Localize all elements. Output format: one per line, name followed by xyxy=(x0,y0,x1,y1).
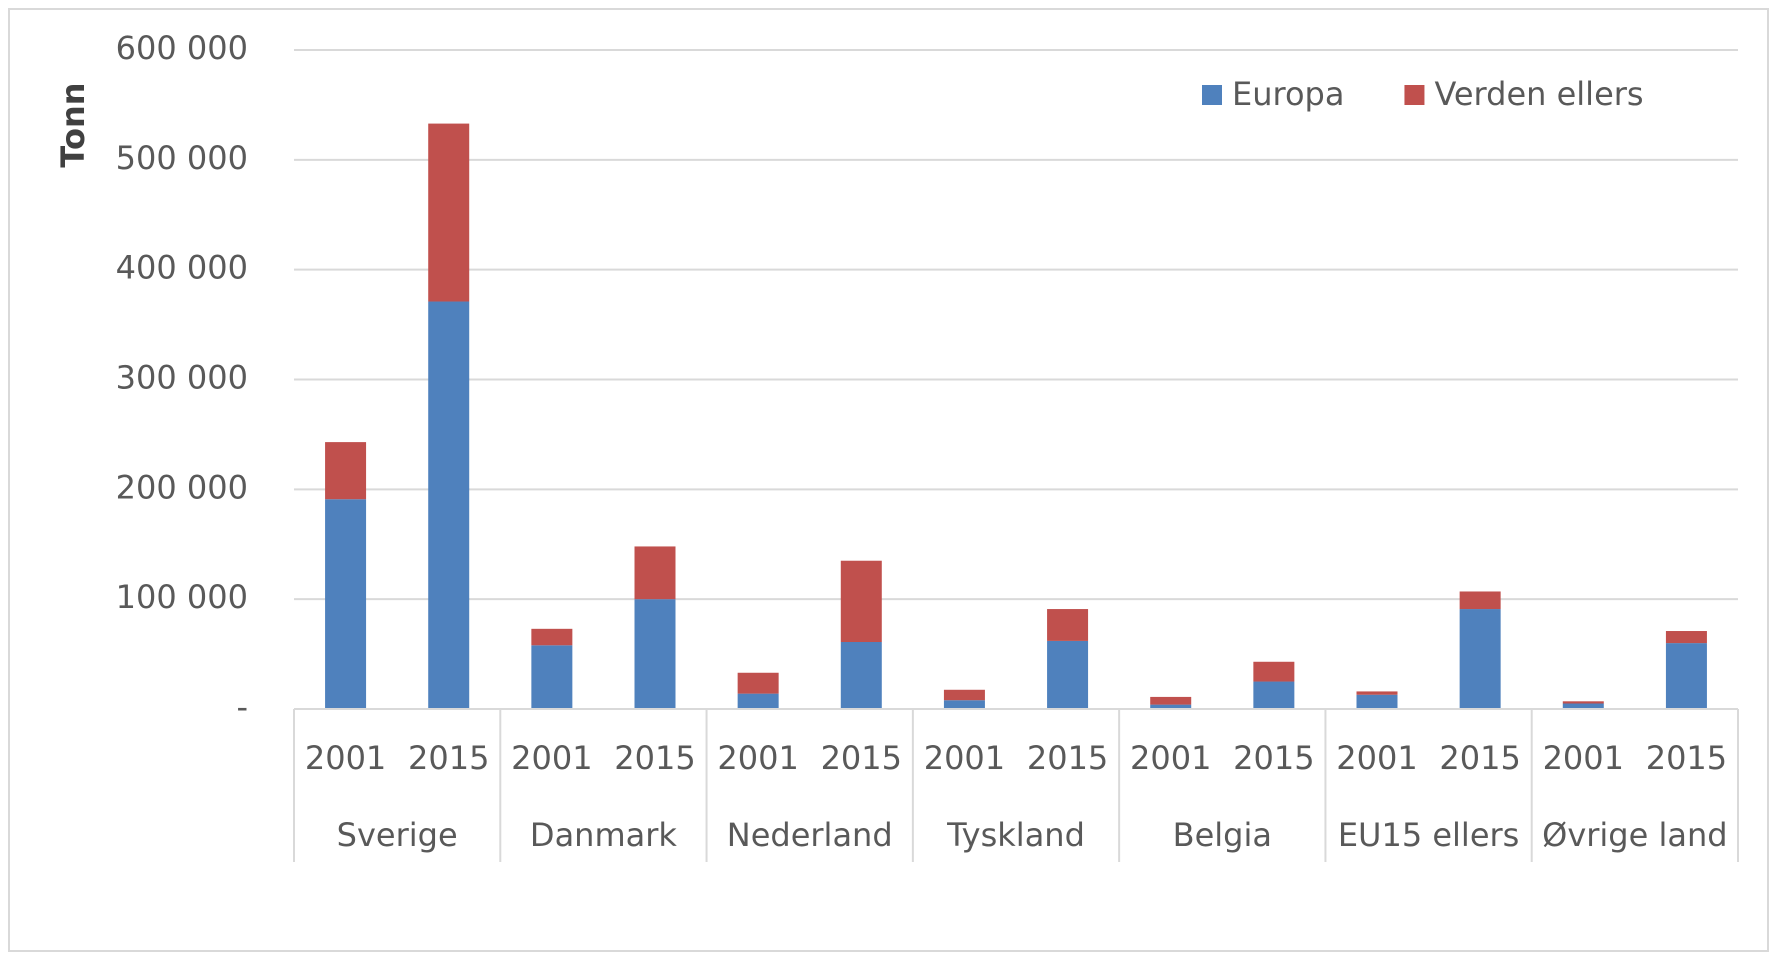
x-tick-label: 2015 xyxy=(408,739,489,777)
x-tick-label: 2001 xyxy=(305,739,386,777)
bar-segment xyxy=(1047,609,1089,641)
bar-segment xyxy=(1047,640,1089,709)
group-label: Belgia xyxy=(1173,816,1272,854)
y-tick-label: 400 000 xyxy=(116,249,248,287)
bar-segment xyxy=(1459,609,1501,709)
x-tick-label: 2015 xyxy=(1439,739,1520,777)
bar-segment xyxy=(531,628,573,646)
bar-segment xyxy=(325,442,367,500)
bar-segment xyxy=(1562,703,1604,709)
bar-segment xyxy=(1562,701,1604,704)
bar-segment xyxy=(531,645,573,709)
x-tick-label: 2001 xyxy=(511,739,592,777)
x-tick-label: 2001 xyxy=(717,739,798,777)
bar-segment xyxy=(737,672,779,694)
bar-segment xyxy=(1253,661,1295,682)
y-tick-label: 100 000 xyxy=(116,578,248,616)
y-tick-label: 200 000 xyxy=(116,468,248,506)
bar-segment xyxy=(1253,681,1295,709)
x-tick-label: 2001 xyxy=(1543,739,1624,777)
bar-segment xyxy=(1459,591,1501,610)
x-tick-label: 2015 xyxy=(1233,739,1314,777)
bar-segment xyxy=(943,689,985,701)
bar-segment xyxy=(943,700,985,709)
bar-segment xyxy=(634,599,676,709)
group-label: Nederland xyxy=(727,816,893,854)
bar-segment xyxy=(634,546,676,600)
group-label: Øvrige land xyxy=(1542,816,1727,854)
y-tick-label: 500 000 xyxy=(116,139,248,177)
legend-label: Europa xyxy=(1232,75,1344,113)
bar-segment xyxy=(840,642,882,709)
bar-segment xyxy=(1150,696,1192,705)
legend-swatch xyxy=(1202,85,1222,105)
bar-segment xyxy=(737,693,779,709)
bar-segment xyxy=(1665,631,1707,644)
bar-segment xyxy=(1150,704,1192,709)
group-label: Sverige xyxy=(337,816,458,854)
legend-label: Verden ellers xyxy=(1434,75,1643,113)
bar-segment xyxy=(1356,694,1398,709)
legend-swatch xyxy=(1404,85,1425,105)
bar-segment xyxy=(428,123,470,302)
x-tick-label: 2015 xyxy=(614,739,695,777)
group-label: Tyskland xyxy=(946,816,1085,854)
x-tick-label: 2015 xyxy=(821,739,902,777)
bar-segment xyxy=(428,301,470,709)
x-tick-label: 2001 xyxy=(1130,739,1211,777)
chart-frame xyxy=(8,8,1769,952)
y-axis-title: Tonn xyxy=(54,82,92,167)
x-tick-label: 2015 xyxy=(1646,739,1727,777)
group-label: Danmark xyxy=(530,816,677,854)
y-tick-label: 600 000 xyxy=(116,29,248,67)
bar-segment xyxy=(840,560,882,643)
x-tick-label: 2015 xyxy=(1027,739,1108,777)
y-tick-label: 300 000 xyxy=(116,359,248,397)
x-tick-label: 2001 xyxy=(924,739,1005,777)
group-label: EU15 ellers xyxy=(1338,816,1520,854)
bar-segment xyxy=(325,499,367,709)
bar-segment xyxy=(1356,691,1398,695)
y-tick-label: - xyxy=(236,688,248,726)
x-tick-label: 2001 xyxy=(1336,739,1417,777)
bar-segment xyxy=(1665,643,1707,709)
